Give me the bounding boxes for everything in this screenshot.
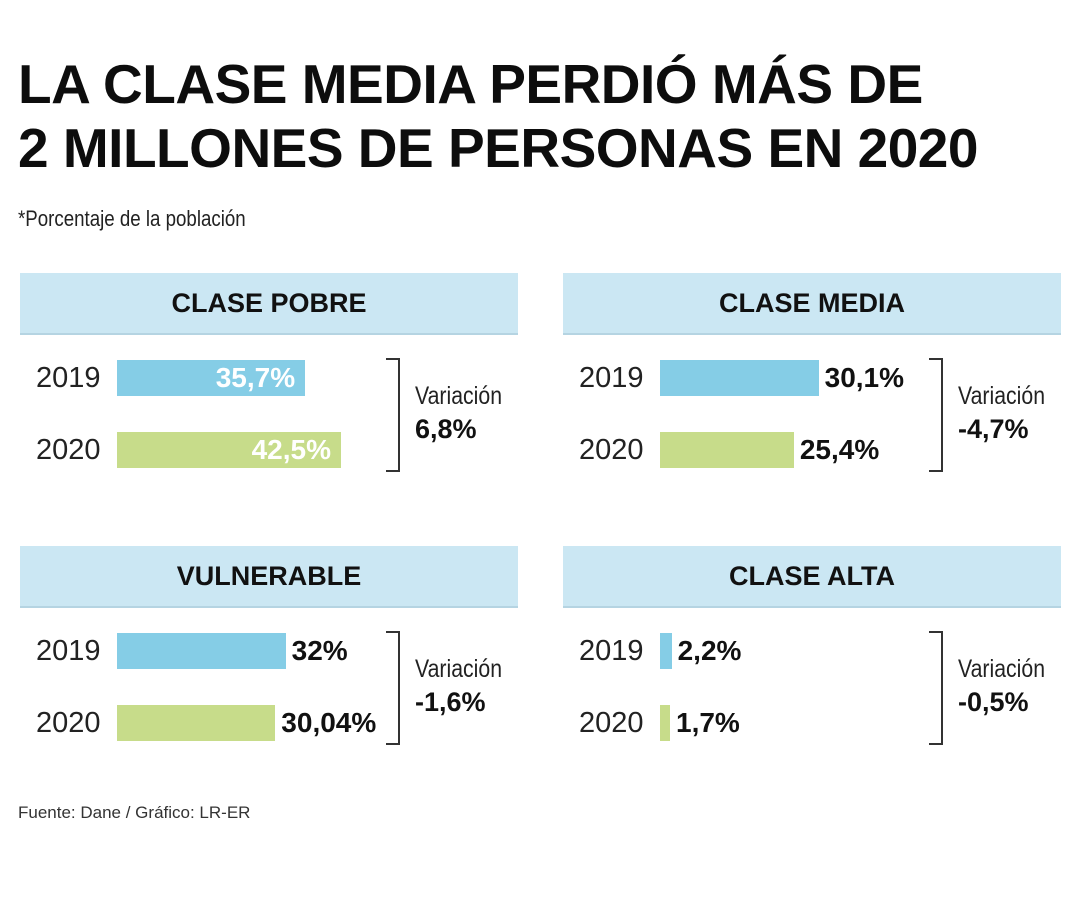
category-label: 2019 [36, 362, 101, 394]
bar-2020 [660, 432, 794, 468]
bar-2019 [660, 360, 819, 396]
panel-clase-pobre: CLASE POBRE 2019 35,7% 2020 42,5% Variación 6,… [20, 273, 520, 483]
variation-value: 6,8% [415, 414, 477, 444]
bar-row-2019: 2019 35,7% [20, 358, 440, 398]
data-label: 1,7% [676, 707, 740, 738]
bar-row-2019: 2019 32% [20, 631, 440, 671]
bar-2019 [117, 360, 306, 396]
data-label: 2,2% [677, 635, 742, 666]
variation-value: -0,5% [958, 687, 1029, 717]
subtitle: *Porcentaje de la población [18, 206, 246, 231]
variation-label: Variación [415, 382, 503, 410]
bar-row-2020: 2020 1,7% [563, 703, 983, 743]
category-label: 2020 [36, 707, 101, 739]
category-label: 2020 [579, 707, 644, 739]
data-label: 30,04% [281, 707, 377, 738]
panel-title: CLASE ALTA [563, 546, 1061, 608]
panel-clase-alta: CLASE ALTA 2019 2,2% 2020 1,7% Variación -0,5% [563, 546, 1063, 756]
data-label: 35,7% [215, 362, 296, 393]
variation-value: -1,6% [415, 687, 486, 717]
bar-2019 [117, 633, 286, 669]
bar-2020 [117, 705, 276, 741]
bar-2019 [660, 633, 672, 669]
variation-label: Variación [958, 655, 1046, 683]
panel-vulnerable: VULNERABLE 2019 32% 2020 30,04% Variación -1,6… [20, 546, 520, 756]
variation-bracket [386, 631, 400, 745]
category-label: 2019 [579, 635, 644, 667]
data-label: 25,4% [799, 434, 880, 465]
bar-row-2020: 2020 42,5% [20, 430, 440, 470]
source-note: Fuente: Dane / Gráfico: LR-ER [18, 803, 251, 822]
variation-label: Variación [958, 382, 1046, 410]
title-line-1: LA CLASE MEDIA PERDIÓ MÁS DE [18, 53, 923, 115]
variation-bracket [386, 358, 400, 472]
panel-clase-media: CLASE MEDIA 2019 30,1% 2020 25,4% Variación -4… [563, 273, 1063, 483]
category-label: 2019 [36, 635, 101, 667]
panel-title: CLASE POBRE [20, 273, 518, 335]
category-label: 2020 [36, 434, 101, 466]
data-label: 42,5% [251, 434, 331, 465]
variation-bracket [929, 358, 943, 472]
variation-bracket [929, 631, 943, 745]
variation-label: Variación [415, 655, 503, 683]
title-line-2: 2 MILLONES DE PERSONAS EN 2020 [18, 117, 979, 179]
data-label: 32% [291, 635, 348, 666]
bar-2020 [117, 432, 341, 468]
data-label: 30,1% [824, 362, 905, 393]
bar-2020 [660, 705, 670, 741]
bar-row-2020: 2020 25,4% [563, 430, 983, 470]
variation-value: -4,7% [958, 414, 1029, 444]
bar-row-2020: 2020 30,04% [20, 703, 440, 743]
bar-row-2019: 2019 2,2% [563, 631, 983, 671]
category-label: 2020 [579, 434, 644, 466]
category-label: 2019 [579, 362, 644, 394]
chart-title: LA CLASE MEDIA PERDIÓ MÁS DE 2 MILLONES … [18, 52, 979, 180]
bar-row-2019: 2019 30,1% [563, 358, 983, 398]
panel-title: VULNERABLE [20, 546, 518, 608]
panel-title: CLASE MEDIA [563, 273, 1061, 335]
